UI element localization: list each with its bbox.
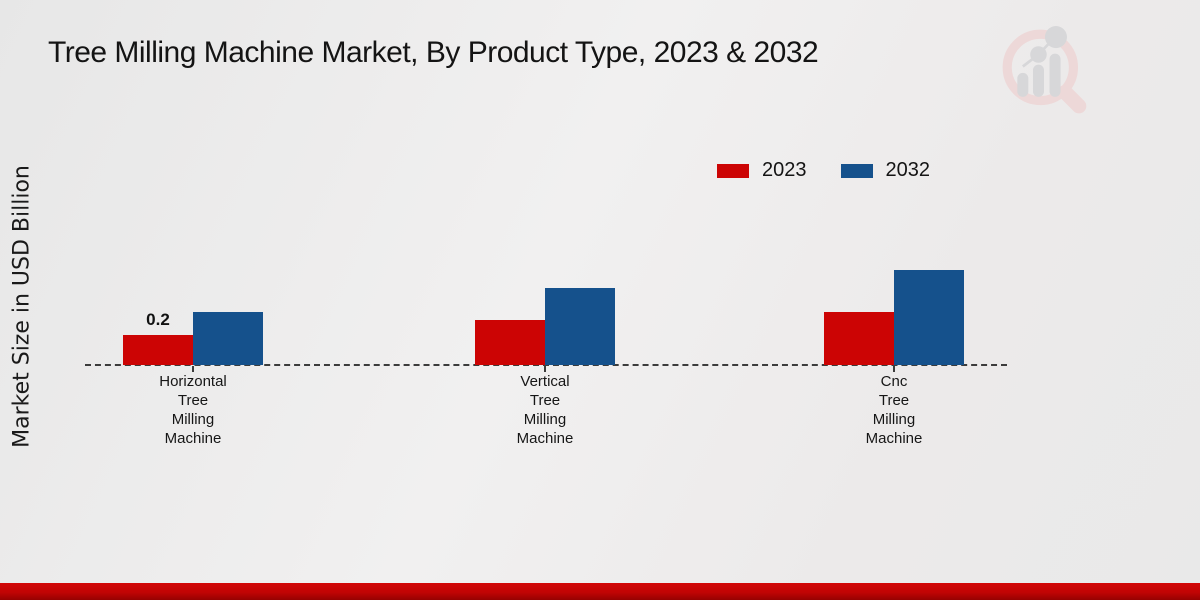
- trend-point-icon: [1030, 46, 1047, 63]
- x-axis-tick: [544, 366, 546, 372]
- footer-accent-bar: [0, 583, 1200, 600]
- x-axis-tick: [192, 366, 194, 372]
- bar-2032: [894, 270, 964, 365]
- bar-icon: [1049, 53, 1061, 97]
- legend-label-2032: 2032: [885, 159, 931, 181]
- legend: 2023 2032: [717, 159, 930, 182]
- bar-2023: [475, 320, 545, 365]
- legend-item-2032[interactable]: 2032: [840, 159, 931, 182]
- bar-group: 0.2: [123, 310, 263, 365]
- magnifier-ring-icon: [1002, 29, 1079, 106]
- bar-value-label: 0.2: [146, 310, 170, 329]
- bar-2023: 0.2: [123, 310, 193, 365]
- chart-title: Tree Milling Machine Market, By Product …: [48, 36, 819, 69]
- bar-2032: [545, 288, 615, 365]
- legend-label-2023: 2023: [762, 159, 807, 181]
- x-category-label: Cnc Tree Milling Machine: [865, 373, 923, 447]
- magnifier-handle-icon: [1057, 84, 1087, 114]
- bar-group: [824, 270, 964, 365]
- x-axis-baseline: [85, 364, 1007, 366]
- x-category-label: Horizontal Tree Milling Machine: [159, 373, 227, 447]
- bar-2023: [824, 312, 894, 365]
- legend-swatch-2023: [717, 163, 749, 178]
- bar-2032: [193, 312, 263, 365]
- y-axis-label: Market Size in USD Billion: [9, 165, 35, 448]
- legend-swatch-2032: [840, 163, 873, 178]
- bar-icon: [1017, 72, 1029, 97]
- market-research-future-logo: [1002, 26, 1087, 114]
- trend-point-icon: [1044, 26, 1067, 49]
- bar-group: [475, 288, 615, 365]
- x-axis-tick: [893, 366, 895, 372]
- bar-icon: [1032, 64, 1044, 97]
- legend-item-2023[interactable]: 2023: [717, 159, 807, 182]
- x-category-label: Vertical Tree Milling Machine: [516, 373, 574, 447]
